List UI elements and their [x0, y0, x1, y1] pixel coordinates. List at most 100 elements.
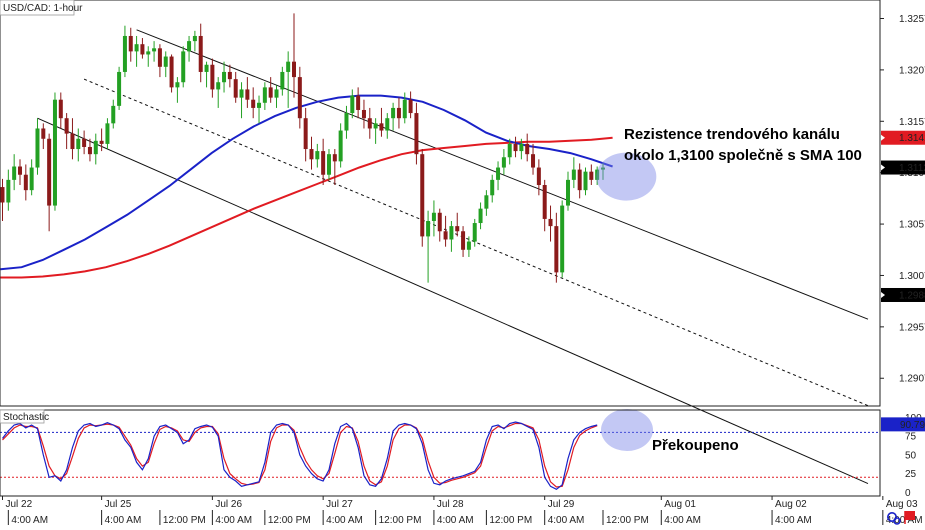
time-tick-label: 12:00 PM: [379, 515, 422, 525]
candle-body: [589, 171, 594, 180]
candle-body: [152, 48, 157, 52]
symbol-title-box: [0, 0, 75, 16]
candle-body: [496, 167, 501, 180]
time-tick-label: 4:00 AM: [326, 515, 363, 525]
symbol-title: USD/CAD: 1-hour: [3, 3, 83, 14]
date-tick-label: Aug 02: [775, 499, 807, 510]
refresh-icon[interactable]: [887, 512, 901, 525]
stochastic-tick-label: 25: [905, 469, 917, 480]
candle-body: [519, 143, 524, 152]
candle-body: [111, 105, 116, 124]
channel-upper-line: [136, 29, 869, 320]
candle-body: [536, 167, 541, 186]
candle-body: [12, 166, 17, 180]
candle-body: [187, 41, 192, 52]
price-tag-arrow: [881, 291, 885, 298]
candle-body: [461, 231, 466, 250]
price-tag-arrow: [881, 134, 885, 141]
candle-body: [297, 77, 302, 119]
candle-body: [41, 128, 46, 139]
channel-lower-line: [37, 117, 869, 484]
candle-body: [233, 79, 238, 98]
stochastic-value-label: 90.79: [900, 420, 925, 431]
candle-body: [472, 223, 477, 242]
candle-body: [99, 140, 104, 144]
candle-body: [140, 44, 145, 55]
candle-body: [367, 118, 372, 129]
candle-body: [93, 140, 98, 155]
candle-body: [216, 82, 221, 90]
candle-body: [507, 143, 512, 158]
time-tick-label: 4:00 AM: [215, 515, 252, 525]
candle-body: [426, 220, 431, 237]
candle-body: [408, 99, 413, 114]
price-tick-label: 1.3157: [899, 117, 925, 128]
price-tag-box: [881, 130, 925, 145]
time-tick-label: 4:00 AM: [437, 515, 474, 525]
candle-body: [105, 123, 110, 144]
date-tick-label: Jul 27: [326, 499, 353, 510]
candle-body: [257, 102, 262, 108]
overbought-highlight-circle: [601, 409, 653, 451]
stochastic-title: Stochastic: [3, 412, 49, 423]
price-tick-label: 1.3257: [899, 14, 925, 25]
date-tick-label: Jul 22: [6, 499, 33, 510]
candle-body: [292, 61, 296, 78]
candle-body: [222, 71, 227, 83]
flag-icon[interactable]: [904, 511, 915, 524]
candle-body: [251, 99, 256, 108]
candle-body: [47, 138, 52, 206]
candle-body: [35, 128, 40, 168]
stochastic-k-line: [2, 421, 598, 491]
candle-body: [204, 64, 209, 72]
candle-body: [227, 71, 232, 80]
candle-body: [286, 61, 291, 72]
candle-body: [239, 89, 244, 98]
candle-body: [455, 226, 460, 232]
candle-body: [262, 87, 267, 103]
candle-body: [17, 166, 22, 175]
date-tick-label: Jul 28: [437, 499, 464, 510]
time-tick-label: 4:00 AM: [11, 515, 48, 525]
candle-body: [554, 226, 559, 273]
price-tick-label: 1.3057: [899, 220, 925, 231]
time-tick-label: 4:00 AM: [548, 515, 585, 525]
time-tick-label: 12:00 PM: [163, 515, 206, 525]
candle-body: [332, 154, 337, 162]
candle-body: [163, 56, 168, 67]
price-tick-label: 1.2957: [899, 322, 925, 333]
candle-body: [64, 118, 69, 134]
time-tick-label: 12:00 PM: [268, 515, 311, 525]
candle-body: [548, 218, 553, 227]
candle-body: [198, 35, 203, 72]
date-tick-label: Jul 26: [215, 499, 242, 510]
resistance-note-line-1: Rezistence trendového kanálu: [624, 126, 840, 143]
date-tick-label: Aug 03: [886, 499, 918, 510]
price-tag-arrow: [881, 164, 885, 171]
resistance-highlight-circle: [596, 152, 657, 201]
stochastic-tick-label: 75: [905, 432, 917, 443]
price-tag-label: 1.3112: [899, 163, 925, 174]
candle-body: [525, 143, 530, 155]
price-tag-label: 1.2988: [899, 290, 925, 301]
candle-body: [210, 64, 215, 90]
candle-body: [437, 212, 442, 232]
candle-body: [274, 89, 279, 98]
candle-body: [391, 107, 396, 119]
candle-body: [117, 71, 122, 106]
candle-body: [157, 48, 162, 67]
time-tick-label: 4:00 AM: [105, 515, 142, 525]
candle-body: [280, 71, 285, 90]
candle-body: [373, 123, 378, 129]
date-tick-label: Aug 01: [664, 499, 696, 510]
candle-body: [501, 157, 506, 168]
candle-body: [402, 99, 407, 119]
stochastic-value-tag: [881, 417, 925, 432]
candle-body: [560, 205, 565, 273]
sma-200-line: [0, 136, 613, 279]
price-tick-label: 1.3207: [899, 65, 925, 76]
time-tick-label: 4:00 AM: [775, 515, 812, 525]
candle-body: [268, 87, 273, 98]
